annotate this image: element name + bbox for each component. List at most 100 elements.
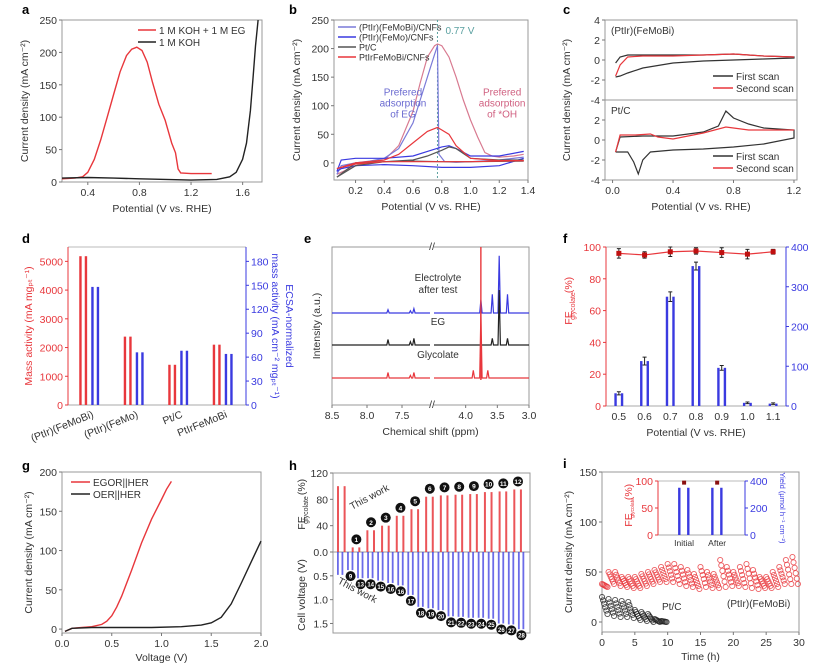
y-tick-label: 0.5 <box>313 571 328 583</box>
data-point-0 <box>741 579 748 587</box>
bar-fe <box>483 492 486 552</box>
bar-fe <box>358 547 361 552</box>
bar-yield <box>614 393 617 406</box>
bar-voltage <box>411 552 414 595</box>
reference-badge-label: 14 <box>367 583 374 589</box>
data-point-0 <box>614 574 621 581</box>
data-point-0 <box>667 571 675 578</box>
x-axis-label: Potential (V vs. RHE) <box>381 201 480 213</box>
data-point-0 <box>779 574 786 581</box>
data-point-0 <box>659 566 666 574</box>
error-bar <box>771 402 776 405</box>
panel-g: g 0.0 0.5 1.0 1.5 2.0 0 50 100 150 200 Voltage (V) C… <box>22 458 268 664</box>
y-tick-label: 1.5 <box>313 618 328 630</box>
y-axis-label: Current density (mA cm⁻²) <box>291 39 303 161</box>
bar-ecsa-activity <box>224 353 228 405</box>
x-tick-label: 5 <box>632 637 638 649</box>
legend-label: (PtIr)(FeMoBi)/CNFs <box>359 23 442 33</box>
data-point-0 <box>722 583 729 591</box>
reference-badge <box>385 583 396 594</box>
data-point-0 <box>702 583 710 591</box>
reference-badge <box>512 476 523 487</box>
panel-letter-i: i <box>563 456 567 471</box>
bar-voltage <box>472 552 475 618</box>
x-tick-label: 0.6 <box>637 411 652 423</box>
data-point-0 <box>751 570 758 577</box>
data-point-1 <box>603 607 610 614</box>
y-tick-label: 0 <box>323 158 329 170</box>
bar-voltage <box>497 552 500 624</box>
data-point-0 <box>656 578 664 586</box>
reference-badge <box>425 609 436 620</box>
data-point-0 <box>724 567 731 574</box>
data-point-0 <box>705 572 712 579</box>
data-point-0 <box>754 582 761 589</box>
panel-letter-e: e <box>304 231 311 246</box>
reference-badge-label: 9 <box>349 575 353 581</box>
legend-label: (PtIr)(FeMo)/CNFs <box>359 33 434 43</box>
y-tick-label: -2 <box>591 155 600 167</box>
bar-mass-activity <box>218 344 221 405</box>
reference-badge <box>506 625 517 636</box>
y-tick-label: 0.0 <box>313 547 328 559</box>
legend-label: Pt/C <box>359 43 377 53</box>
bar-voltage <box>417 552 420 607</box>
data-point-0 <box>790 559 797 566</box>
bar-ecsa-activity <box>135 352 139 405</box>
panel-e: e // // 8.5 8.0 7.5 4.0 3.5 3.0 Chemical shift (p… <box>304 231 536 438</box>
subplot-label: (PtIr)(FeMoBi) <box>611 26 674 37</box>
bar-voltage <box>371 552 374 579</box>
data-point-0 <box>720 573 727 580</box>
x-tick-label: 0.0 <box>55 638 70 650</box>
x-tick-label: 3.5 <box>490 410 505 422</box>
bar-fe <box>439 495 442 552</box>
bar-voltage <box>447 552 450 617</box>
y-axis-label-unit: (%) <box>563 277 575 293</box>
x-tick-label: 1.6 <box>235 187 250 199</box>
panel-i: i 0 5 10 15 20 25 30 0 50 100 150 Time (h) Current de… <box>563 456 805 663</box>
x-tick-label: 1.2 <box>787 185 802 197</box>
panel-letter-b: b <box>289 2 297 17</box>
y-axis-label-unit: (%) <box>296 479 308 495</box>
y-axis-label: Current density (mA cm⁻²) <box>23 491 35 613</box>
annotation-text: of EG <box>390 110 416 121</box>
data-point-0 <box>747 580 754 587</box>
data-point-0 <box>612 568 619 576</box>
bar-voltage <box>477 552 480 618</box>
inset-fe-marker <box>715 480 720 485</box>
data-point-0 <box>673 568 680 576</box>
data-point-0 <box>770 571 777 579</box>
bar-voltage <box>467 552 470 618</box>
bar-yield <box>691 266 694 406</box>
y-tick-label: 90 <box>251 328 263 340</box>
data-point-0 <box>658 563 665 571</box>
bar-voltage <box>391 552 394 583</box>
data-point-0 <box>749 566 757 574</box>
reference-badge-label: 12 <box>514 479 522 486</box>
data-point-0 <box>788 580 795 588</box>
bar-mass-activity <box>168 364 171 405</box>
reference-badge-label: 22 <box>458 621 465 627</box>
x-tick-label: 3.0 <box>522 410 537 422</box>
reference-badge <box>436 611 447 622</box>
bar-fe <box>343 486 346 552</box>
data-point-0 <box>794 580 801 588</box>
data-point-0 <box>684 566 691 574</box>
reference-badge <box>424 483 435 494</box>
x-tick-label: 30 <box>793 637 805 649</box>
inset-fe-marker <box>682 480 687 485</box>
y-tick-label: 80 <box>589 274 601 286</box>
data-point-1 <box>663 618 670 626</box>
x-tick-label: 10 <box>662 637 674 649</box>
bar-voltage <box>482 552 485 618</box>
reference-badge <box>351 534 362 545</box>
bar-fe <box>431 496 434 552</box>
bar-ecsa-activity <box>96 286 100 405</box>
data-point-0 <box>732 574 739 581</box>
data-point-1 <box>598 593 606 601</box>
y-tick-label: 50 <box>45 145 57 157</box>
data-point-0 <box>772 577 780 585</box>
bar-yield <box>640 361 643 406</box>
data-point-0 <box>745 570 752 577</box>
data-point-1 <box>619 601 626 608</box>
